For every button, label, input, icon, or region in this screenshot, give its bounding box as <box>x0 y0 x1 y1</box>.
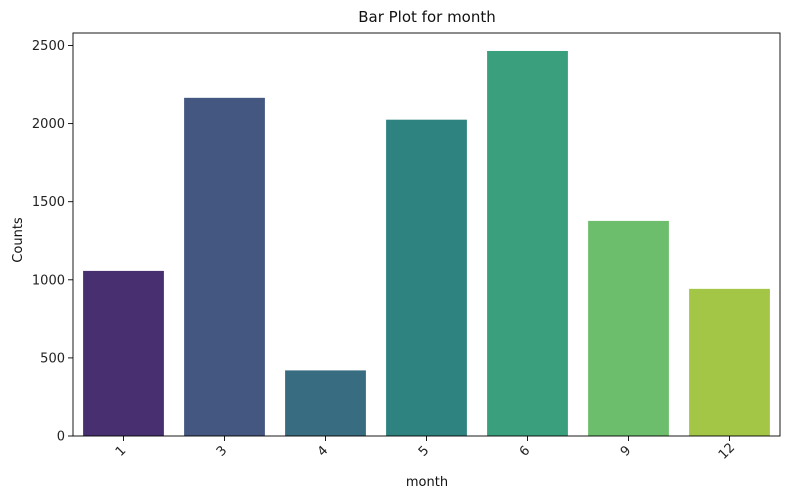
bar-1 <box>83 270 164 436</box>
y-tick-label: 0 <box>57 430 65 445</box>
y-tick-label: 1500 <box>32 195 65 210</box>
x-tick-label-1: 1 <box>113 443 129 459</box>
x-tick-label-5: 5 <box>416 443 432 459</box>
plot-area: 0 500 1000 1500 2000 2500 1 3 4 5 6 9 12 <box>32 32 781 463</box>
x-tick-label-3: 3 <box>214 443 230 459</box>
x-axis-label: month <box>406 475 448 490</box>
x-tick-label-4: 4 <box>315 443 331 459</box>
y-tick-label: 2000 <box>32 117 65 132</box>
y-tick-label: 1000 <box>32 273 65 288</box>
bar-6 <box>487 50 568 437</box>
bar-9 <box>588 220 669 436</box>
x-tick-label-12: 12 <box>716 440 738 462</box>
y-tick-label: 500 <box>40 351 65 366</box>
bar-12 <box>689 288 770 436</box>
bar-4 <box>285 370 366 436</box>
chart-title: Bar Plot for month <box>358 8 496 26</box>
y-tick-label: 2500 <box>32 39 65 54</box>
x-tick-label-9: 9 <box>618 443 634 459</box>
bar-3 <box>184 97 265 437</box>
bar-5 <box>386 119 467 436</box>
x-tick-label-6: 6 <box>517 443 533 459</box>
y-axis-label: Counts <box>11 217 26 263</box>
